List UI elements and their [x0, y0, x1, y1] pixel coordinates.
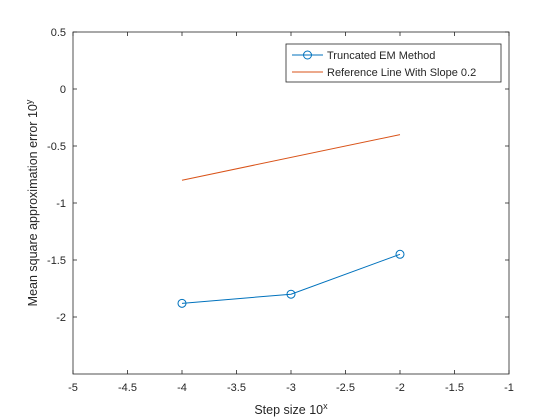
series-0-point-0 [177, 298, 187, 308]
x-axis-ticks: -5 -4.5 -4 -3.5 -3 -2.5 -2 -1.5 -1 [68, 32, 514, 394]
legend: Truncated EM Method Reference Line With … [285, 43, 502, 83]
x-tick-label-m4p5: -4.5 [118, 382, 137, 394]
x-tick-label-m3p5: -3.5 [227, 382, 246, 394]
y-tick-label-0: 0 [60, 84, 66, 96]
legend-box [285, 43, 502, 83]
legend-label-truncated-em: Truncated EM Method [327, 50, 435, 62]
y-tick-label-m1p5: -1.5 [47, 255, 66, 267]
x-tick-label-m1: -1 [504, 382, 514, 394]
series-0-point-2 [395, 249, 405, 259]
series-layer [177, 134, 405, 308]
y-axis-ticks: -2 -1.5 -1 -0.5 0 0.5 [47, 27, 509, 324]
series-line-0 [181, 253, 401, 304]
y-tick-label-m2: -2 [56, 312, 66, 324]
x-tick-label-m1p5: -1.5 [445, 382, 464, 394]
plot-area [72, 31, 510, 375]
x-tick-label-m2: -2 [395, 382, 405, 394]
y-tick-label-m1: -1 [56, 198, 66, 210]
x-tick-label-m3: -3 [286, 382, 296, 394]
series-line-1 [181, 134, 401, 181]
series-0-point-1 [286, 289, 296, 299]
x-tick-label-m2p5: -2.5 [336, 382, 355, 394]
x-tick-label-m5: -5 [68, 382, 78, 394]
y-axis-label: Mean square approximation error 10y [24, 99, 40, 306]
legend-label-reference-line: Reference Line With Slope 0.2 [327, 67, 476, 79]
x-tick-label-m4: -4 [177, 382, 187, 394]
y-tick-label-m0p5: -0.5 [47, 141, 66, 153]
y-tick-label-0p5: 0.5 [51, 27, 66, 39]
x-axis-label: Step size 10x [254, 401, 328, 417]
legend-marker-truncated-em [303, 50, 312, 60]
